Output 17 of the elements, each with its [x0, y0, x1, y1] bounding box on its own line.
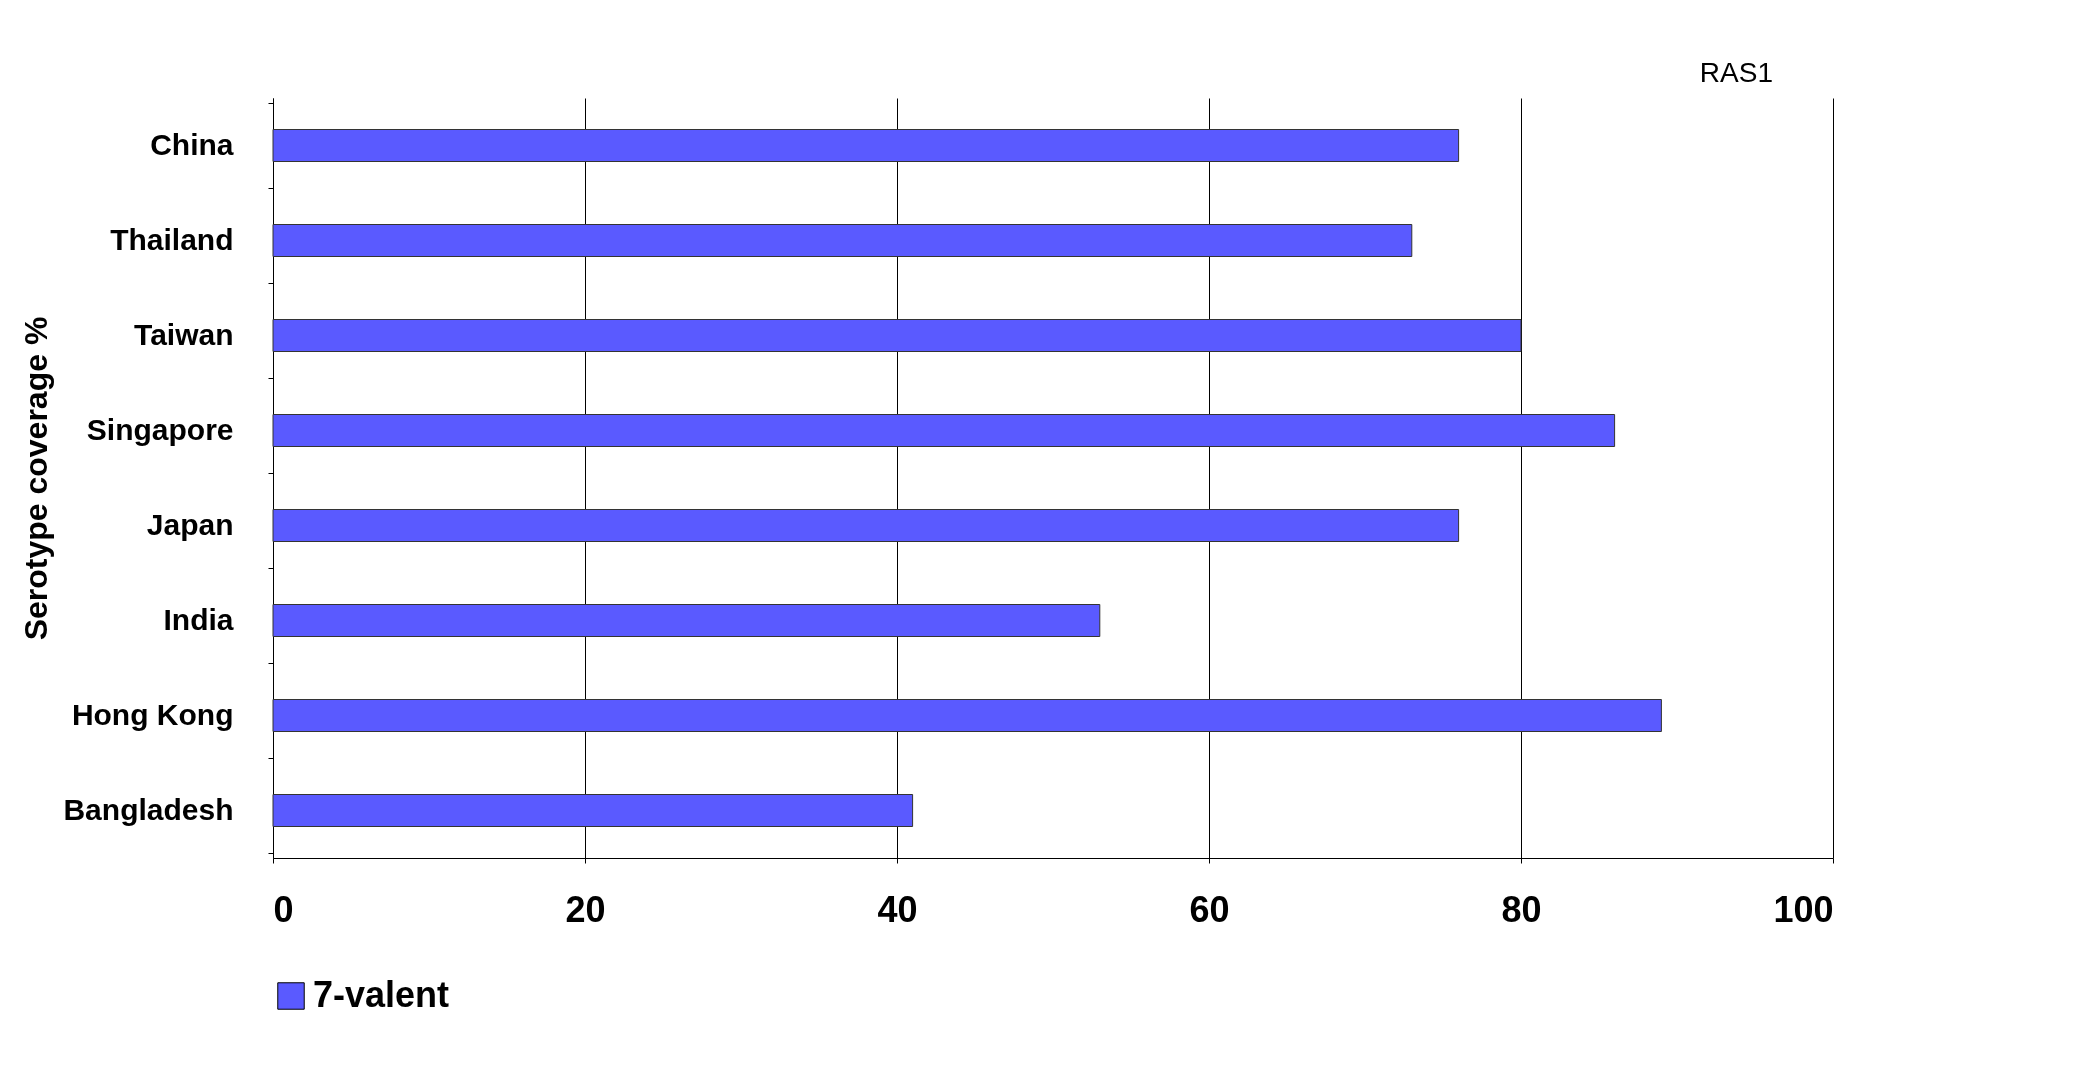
y-axis-title: Serotype coverage %	[17, 316, 54, 641]
x-tick-label: 60	[1189, 888, 1230, 930]
y-tick-label: Japan	[146, 508, 234, 541]
x-tick-label: 100	[1773, 888, 1834, 930]
x-tick-label: 40	[877, 888, 918, 930]
y-tick-label: Bangladesh	[63, 793, 234, 826]
y-tick-label: India	[163, 603, 234, 636]
y-tick-label: Singapore	[86, 413, 234, 446]
y-tick-label: Taiwan	[134, 318, 234, 351]
legend-label: 7-valent	[313, 974, 450, 1015]
text: RAS1	[1699, 57, 1773, 88]
x-tick-label: 80	[1501, 888, 1542, 930]
y-tick-label: Thailand	[110, 223, 234, 256]
x-tick-label: 20	[565, 888, 606, 930]
y-tick-label: Hong Kong	[71, 698, 234, 731]
y-tick-label: China	[150, 128, 234, 161]
x-tick-label: 0	[273, 888, 294, 930]
